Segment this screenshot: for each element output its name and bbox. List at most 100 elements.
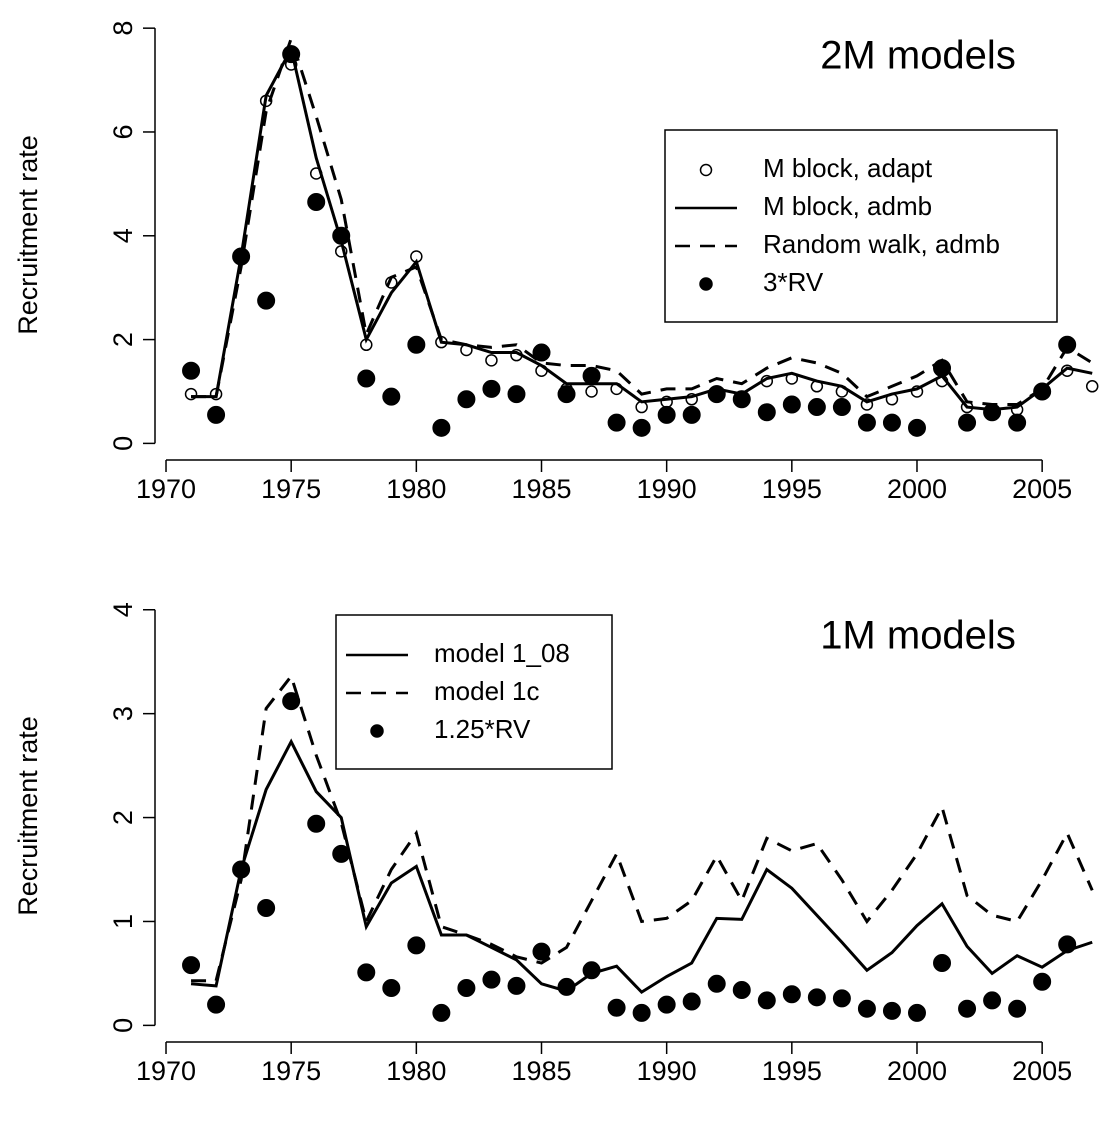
point-filled	[933, 359, 952, 378]
x-tick-label: 2000	[887, 1056, 947, 1086]
point-filled	[657, 995, 676, 1014]
point-filled	[557, 385, 576, 404]
point-filled	[357, 369, 376, 388]
point-filled	[807, 988, 826, 1007]
point-filled	[882, 1001, 901, 1020]
point-open	[1085, 380, 1099, 393]
point-filled	[807, 398, 826, 417]
legend-label: model 1c	[434, 676, 540, 706]
point-filled	[432, 418, 451, 437]
legend-label: model 1_08	[434, 638, 570, 668]
point-filled	[882, 413, 901, 432]
point-filled	[382, 387, 401, 406]
point-filled	[707, 385, 726, 404]
x-tick-label: 2005	[1012, 1056, 1072, 1086]
y-tick-label: 8	[108, 21, 138, 36]
x-tick-label: 2000	[887, 474, 947, 504]
point-filled	[832, 398, 851, 417]
legend-label: M block, admb	[763, 191, 932, 221]
legend-label: M block, adapt	[763, 153, 933, 183]
point-filled	[857, 999, 876, 1018]
point-filled	[757, 403, 776, 422]
legend-box	[664, 129, 1058, 323]
point-filled	[983, 403, 1002, 422]
point-filled	[958, 413, 977, 432]
x-tick-label: 1970	[136, 1056, 196, 1086]
point-filled	[257, 291, 276, 310]
point-filled	[407, 335, 426, 354]
point-filled	[907, 418, 926, 437]
x-tick-label: 1970	[136, 474, 196, 504]
point-filled	[607, 413, 626, 432]
y-tick-label: 6	[108, 124, 138, 139]
point-filled	[457, 978, 476, 997]
x-tick-label: 1985	[511, 1056, 571, 1086]
point-filled	[257, 898, 276, 917]
point-filled	[332, 226, 351, 245]
point-filled	[782, 395, 801, 414]
point-filled	[232, 860, 251, 879]
x-tick-label: 1975	[261, 1056, 321, 1086]
point-filled	[632, 1003, 651, 1022]
point-open	[184, 387, 198, 401]
point-filled	[282, 45, 301, 64]
x-tick-label: 1995	[762, 1056, 822, 1086]
legend-marker	[699, 163, 713, 177]
y-tick-label: 2	[108, 332, 138, 347]
panel-title: 2M models	[820, 34, 1016, 78]
point-filled	[682, 992, 701, 1011]
point-filled	[232, 247, 251, 266]
point-filled	[1008, 999, 1027, 1018]
point-filled	[907, 1003, 926, 1022]
x-tick-label: 2005	[1012, 474, 1072, 504]
y-tick-label: 4	[108, 228, 138, 243]
point-filled	[532, 942, 551, 961]
point-filled	[482, 970, 501, 989]
point-filled	[933, 954, 952, 973]
point-filled	[757, 991, 776, 1010]
point-filled	[958, 999, 977, 1018]
point-filled	[307, 193, 326, 212]
point-filled	[382, 978, 401, 997]
panel-title: 1M models	[820, 614, 1016, 658]
point-filled	[282, 692, 301, 711]
y-axis-title: Recruitment rate	[13, 135, 43, 335]
point-filled	[482, 379, 501, 398]
point-filled	[607, 998, 626, 1017]
legend-label: Random walk, admb	[763, 229, 1000, 259]
x-tick-label: 1985	[511, 474, 571, 504]
point-filled	[507, 385, 526, 404]
y-tick-label: 2	[108, 810, 138, 825]
point-filled	[732, 390, 751, 409]
y-axis-title: Recruitment rate	[13, 716, 43, 916]
y-tick-label: 0	[108, 436, 138, 451]
x-tick-label: 1995	[762, 474, 822, 504]
point-filled	[557, 977, 576, 996]
point-filled	[732, 981, 751, 1000]
series-line	[190, 738, 1093, 995]
point-filled	[832, 989, 851, 1008]
point-filled	[432, 1003, 451, 1022]
point-filled	[707, 974, 726, 993]
legend-label: 3*RV	[763, 267, 824, 297]
point-filled	[357, 963, 376, 982]
y-tick-label: 0	[108, 1018, 138, 1033]
point-filled	[1033, 382, 1052, 401]
point-filled	[682, 405, 701, 424]
legend-marker	[699, 277, 713, 291]
point-filled	[332, 844, 351, 863]
y-tick-label: 1	[108, 914, 138, 929]
point-filled	[532, 343, 551, 362]
point-filled	[457, 390, 476, 409]
point-open	[685, 393, 698, 406]
point-filled	[857, 413, 876, 432]
point-filled	[657, 405, 676, 424]
x-tick-label: 1980	[386, 474, 446, 504]
point-filled	[307, 814, 326, 833]
point-filled	[1008, 413, 1027, 432]
point-filled	[782, 985, 801, 1004]
point-filled	[582, 961, 601, 980]
legend-marker	[370, 724, 384, 738]
point-open	[585, 385, 598, 398]
